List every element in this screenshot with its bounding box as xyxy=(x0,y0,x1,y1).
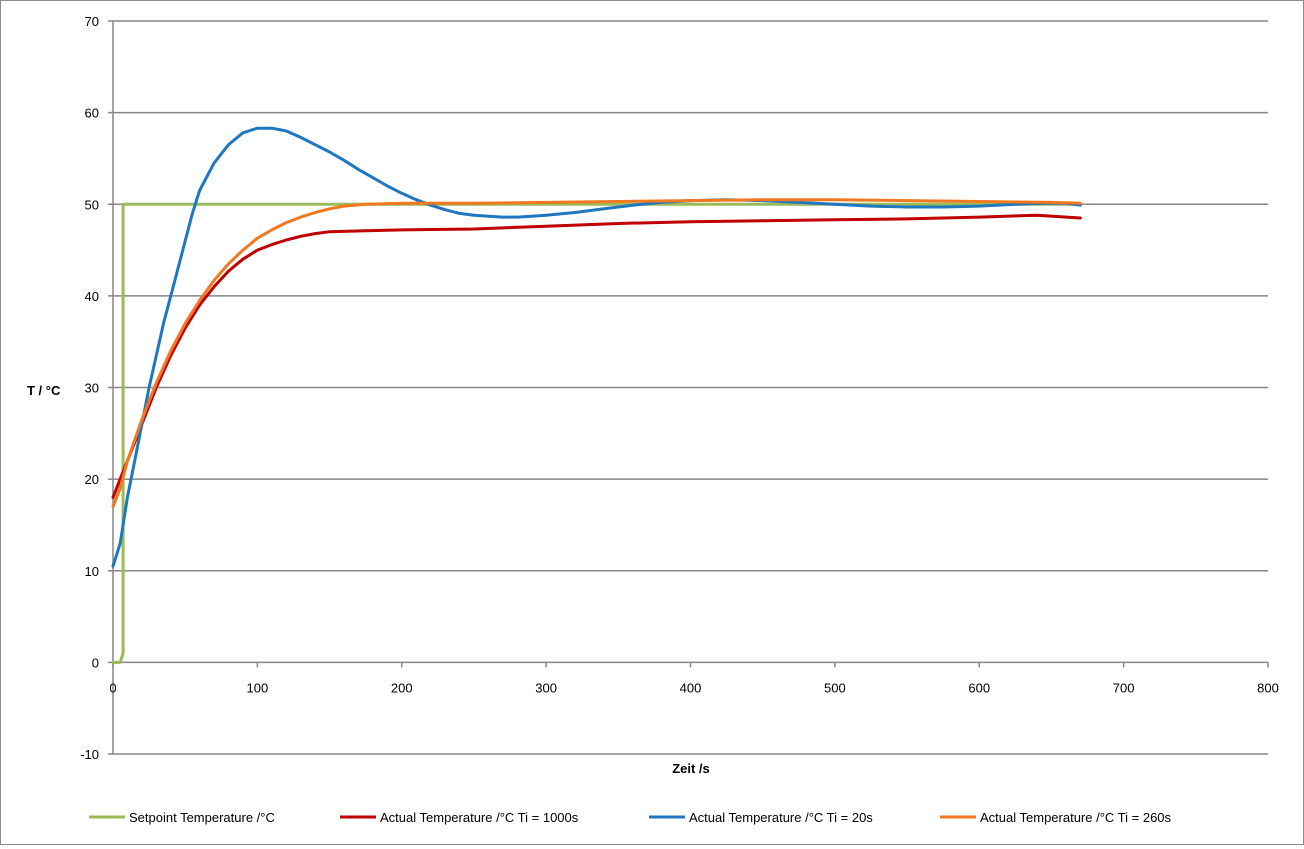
series-line-0 xyxy=(111,202,1082,664)
y-tick-label: 40 xyxy=(85,289,99,304)
x-tick-label: 400 xyxy=(680,680,702,695)
y-tick-label: 70 xyxy=(85,14,99,29)
series-line-1 xyxy=(111,213,1082,499)
x-tick-label: 800 xyxy=(1257,680,1279,695)
y-tick-label: 0 xyxy=(92,655,99,670)
legend-label-1: Actual Temperature /°C Ti = 1000s xyxy=(380,810,579,825)
x-tick-label: 100 xyxy=(247,680,269,695)
y-axis-title: T / °C xyxy=(27,383,61,398)
x-tick-label: 500 xyxy=(824,680,846,695)
x-axis-title: Zeit /s xyxy=(672,761,710,776)
x-tick-label: 300 xyxy=(535,680,557,695)
legend-label-0: Setpoint Temperature /°C xyxy=(129,810,275,825)
x-tick-label: 600 xyxy=(968,680,990,695)
y-tick-label: 60 xyxy=(85,106,99,121)
y-tick-label: 20 xyxy=(85,472,99,487)
x-tick-label: 0 xyxy=(109,680,116,695)
y-tick-label: 10 xyxy=(85,564,99,579)
y-tick-label: 30 xyxy=(85,381,99,396)
series-line-2 xyxy=(111,126,1082,568)
legend: Setpoint Temperature /°C Actual Temperatu… xyxy=(89,810,1172,825)
legend-label-2: Actual Temperature /°C Ti = 20s xyxy=(689,810,873,825)
x-tick-label: 700 xyxy=(1113,680,1135,695)
y-tick-label: -10 xyxy=(80,747,99,762)
y-tick-label: 50 xyxy=(85,197,99,212)
x-tick-label: 200 xyxy=(391,680,413,695)
series-line-3 xyxy=(111,198,1082,509)
series-lines xyxy=(111,126,1082,664)
legend-label-3: Actual Temperature /°C Ti = 260s xyxy=(980,810,1172,825)
